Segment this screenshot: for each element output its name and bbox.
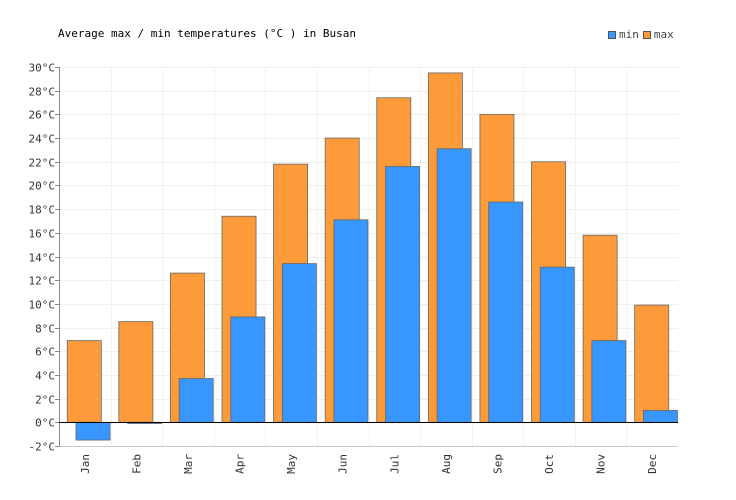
legend: min max [608,28,674,41]
y-tick-label: 0°C [35,417,55,430]
x-tick-label-jul: Jul [388,454,401,474]
y-tick-label: 22°C [29,157,56,170]
bar-min-oct [539,266,575,423]
x-tick-label-mar: Mar [182,454,195,474]
y-tick-label: 2°C [35,394,55,407]
y-tick-label: 8°C [35,323,55,336]
y-tick-label: 26°C [29,109,56,122]
bar-min-dec [643,410,678,423]
x-tick-label-feb: Feb [130,454,143,474]
y-tick-label: 4°C [35,370,55,383]
x-tick-label-apr: Apr [234,454,247,474]
y-tick-label: -2°C [29,441,56,454]
x-tick-label-dec: Dec [646,454,659,474]
x-tick-label-aug: Aug [440,454,453,474]
bar-min-sep [488,201,524,423]
y-tick-label: 20°C [29,180,56,193]
legend-swatch-min [608,30,616,39]
x-tick-label-jan: Jan [79,454,92,474]
legend-label-max: max [653,28,674,41]
x-tick-label-oct: Oct [543,454,556,474]
legend-item-max: max [642,28,674,41]
y-tick-label: 16°C [29,228,56,241]
legend-label-min: min [619,28,639,41]
y-tick-label: 6°C [35,346,55,359]
bar-min-jan [75,421,111,441]
bar-min-mar [178,378,214,423]
y-tick-label: 30°C [29,62,56,75]
bar-max-dec [634,304,670,423]
y-tick-label: 18°C [29,204,56,217]
bar-min-may [281,263,317,423]
y-tick-label: 10°C [29,299,56,312]
bar-min-aug [436,148,472,423]
y-tick-label: 28°C [29,86,56,99]
bar-min-nov [591,340,627,423]
x-tick-label-sep: Sep [491,454,504,474]
y-tick-label: 14°C [29,252,56,265]
bar-max-jan [66,340,102,423]
legend-item-min: min [608,28,639,41]
bar-min-jun [333,219,369,423]
bar-min-apr [230,316,266,423]
y-tick-label: 24°C [29,133,56,146]
bar-max-feb [118,321,154,423]
x-tick-label-jun: Jun [337,454,350,474]
x-tick-label-nov: Nov [595,454,608,474]
legend-swatch-max [642,30,651,39]
x-tick-label-may: May [285,454,298,474]
chart-title: Average max / min temperatures (°C ) in … [58,27,357,40]
bar-min-jul [385,166,420,423]
y-tick-label: 12°C [29,275,56,288]
